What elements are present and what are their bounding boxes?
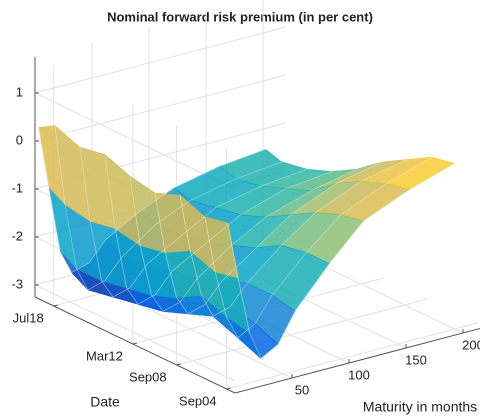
grid-line: [34, 26, 286, 94]
x-tick-label: 100: [348, 367, 370, 382]
surface-line: [204, 156, 432, 339]
surface-line: [179, 159, 407, 317]
grid-line: [226, 322, 478, 390]
tick-mark: [132, 342, 137, 345]
z-tick-label: 0: [16, 132, 23, 147]
surface-line: [54, 125, 282, 291]
y-axis-label: Date: [90, 394, 120, 410]
tick-mark: [176, 363, 181, 366]
surface-line: [38, 127, 266, 273]
y-tick-label: Sep04: [179, 393, 217, 408]
x-tick-label: 50: [295, 382, 309, 397]
z-tick-label: 1: [16, 84, 23, 99]
axis-line: [34, 296, 236, 394]
z-tick-label: -1: [11, 180, 23, 195]
grid-line: [176, 298, 428, 366]
grid-line: [34, 74, 286, 142]
surface-line: [154, 161, 382, 315]
surface-patch: [204, 216, 239, 279]
grid-line: [34, 284, 236, 382]
x-axis-label: Maturity in months: [363, 399, 477, 415]
tick-mark: [53, 304, 58, 307]
surface-line: [227, 163, 455, 360]
axis-line: [234, 328, 480, 394]
x-tick-label: 150: [405, 352, 427, 367]
surface-line: [129, 168, 357, 312]
surface-line: [79, 147, 307, 298]
y-tick-label: Jul18: [13, 310, 44, 325]
chart-title: Nominal forward risk premium (in per cen…: [107, 9, 373, 24]
z-tick-label: -2: [11, 228, 23, 243]
y-tick-label: Mar12: [86, 348, 123, 363]
tick-mark: [226, 387, 231, 390]
surface-line: [104, 154, 332, 305]
grid-line: [34, 92, 236, 190]
y-tick-label: Sep08: [129, 369, 167, 384]
x-tick-label: 200: [462, 337, 480, 352]
z-tick-label: -3: [11, 276, 23, 291]
